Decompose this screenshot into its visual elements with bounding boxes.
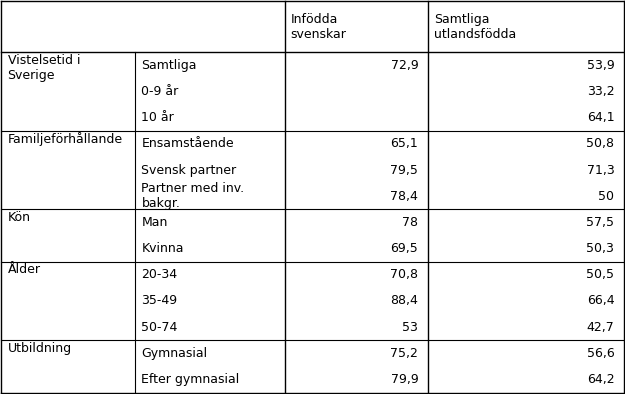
Text: 53: 53 (402, 321, 418, 334)
Text: Familjeförhållande: Familjeförhållande (8, 132, 122, 146)
Text: Svensk partner: Svensk partner (141, 164, 236, 177)
Text: 64,2: 64,2 (587, 373, 614, 386)
Text: 10 år: 10 år (141, 111, 174, 124)
Text: Partner med inv.
bakgr.: Partner med inv. bakgr. (141, 182, 244, 210)
Text: 79,9: 79,9 (391, 373, 418, 386)
Text: 50,5: 50,5 (586, 268, 614, 281)
Text: Vistelsetid i
Sverige: Vistelsetid i Sverige (8, 54, 80, 82)
Text: 66,4: 66,4 (587, 294, 614, 307)
Text: 0-9 år: 0-9 år (141, 85, 179, 98)
Text: 72,9: 72,9 (391, 59, 418, 72)
Text: 78: 78 (402, 216, 418, 229)
Text: Samtliga
utlandsfödda: Samtliga utlandsfödda (434, 13, 516, 41)
Text: 50,3: 50,3 (586, 242, 614, 255)
Text: 33,2: 33,2 (587, 85, 614, 98)
Text: Gymnasial: Gymnasial (141, 347, 208, 360)
Text: 20-34: 20-34 (141, 268, 177, 281)
Text: 57,5: 57,5 (586, 216, 614, 229)
Text: 88,4: 88,4 (391, 294, 418, 307)
Text: Samtliga: Samtliga (141, 59, 197, 72)
Text: 75,2: 75,2 (391, 347, 418, 360)
Text: Kön: Kön (8, 211, 31, 224)
Text: Utbildning: Utbildning (8, 342, 72, 355)
Text: Man: Man (141, 216, 168, 229)
Text: 50: 50 (598, 190, 614, 203)
Text: 65,1: 65,1 (391, 138, 418, 151)
Text: Efter gymnasial: Efter gymnasial (141, 373, 239, 386)
Text: 53,9: 53,9 (586, 59, 614, 72)
Text: 70,8: 70,8 (390, 268, 418, 281)
Text: 71,3: 71,3 (586, 164, 614, 177)
Text: 64,1: 64,1 (587, 111, 614, 124)
Text: 50,8: 50,8 (586, 138, 614, 151)
Text: Ålder: Ålder (8, 263, 41, 276)
Text: 42,7: 42,7 (586, 321, 614, 334)
Text: 69,5: 69,5 (391, 242, 418, 255)
Text: Kvinna: Kvinna (141, 242, 184, 255)
Text: 79,5: 79,5 (391, 164, 418, 177)
Text: 50-74: 50-74 (141, 321, 177, 334)
Text: Infödda
svenskar: Infödda svenskar (291, 13, 347, 41)
Text: 35-49: 35-49 (141, 294, 177, 307)
Text: 56,6: 56,6 (586, 347, 614, 360)
Text: Ensamstående: Ensamstående (141, 138, 234, 151)
Text: 78,4: 78,4 (391, 190, 418, 203)
